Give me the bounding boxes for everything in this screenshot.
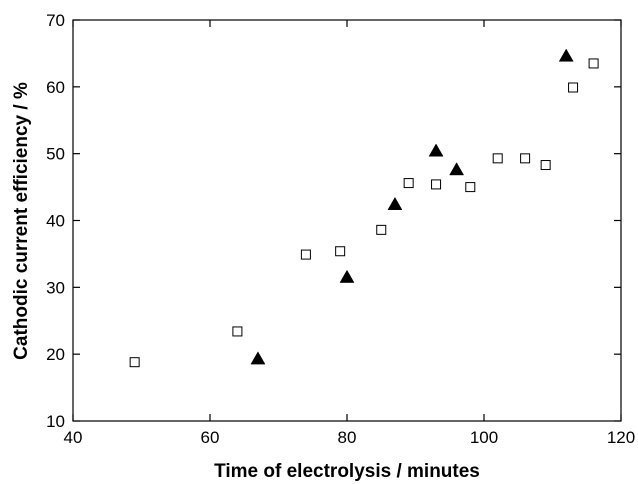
- data-point-triangle: [449, 162, 465, 176]
- data-point-square: [540, 160, 551, 171]
- data-point-triangle: [339, 269, 355, 283]
- plot-frame: [72, 19, 622, 422]
- data-point-square: [300, 249, 311, 260]
- x-tick-label: 40: [64, 428, 83, 447]
- y-tick-label: 30: [46, 278, 65, 297]
- y-tick-label: 20: [46, 345, 65, 364]
- x-tick-label: 60: [201, 428, 220, 447]
- data-point-square: [520, 153, 531, 164]
- data-point-square: [465, 182, 476, 193]
- data-point-square: [335, 246, 346, 257]
- x-tick-label: 100: [470, 428, 498, 447]
- y-tick-label: 60: [46, 78, 65, 97]
- y-axis-title: Cathodic current efficiency / %: [11, 82, 32, 360]
- data-point-square: [403, 178, 414, 189]
- ticks-layer: 40 60 80 100 120 10 20 30 40 50 60 70: [46, 11, 635, 447]
- data-point-square: [129, 357, 140, 368]
- data-point-square: [492, 153, 503, 164]
- data-point-triangle: [250, 351, 266, 365]
- y-tick-label: 70: [46, 11, 65, 30]
- data-point-triangle: [558, 48, 574, 62]
- data-point-square: [232, 326, 243, 337]
- points-layer: [129, 48, 599, 368]
- data-point-triangle: [428, 143, 444, 157]
- y-tick-label: 40: [46, 212, 65, 231]
- x-tick-label: 80: [338, 428, 357, 447]
- data-point-square: [568, 82, 579, 93]
- data-point-square: [431, 179, 442, 190]
- x-axis-title: Time of electrolysis / minutes: [214, 461, 480, 482]
- y-tick-label: 50: [46, 145, 65, 164]
- y-tick-label: 10: [46, 412, 65, 431]
- data-point-square: [588, 58, 599, 69]
- data-point-square: [376, 224, 387, 235]
- data-point-triangle: [387, 196, 403, 210]
- x-tick-label: 120: [607, 428, 635, 447]
